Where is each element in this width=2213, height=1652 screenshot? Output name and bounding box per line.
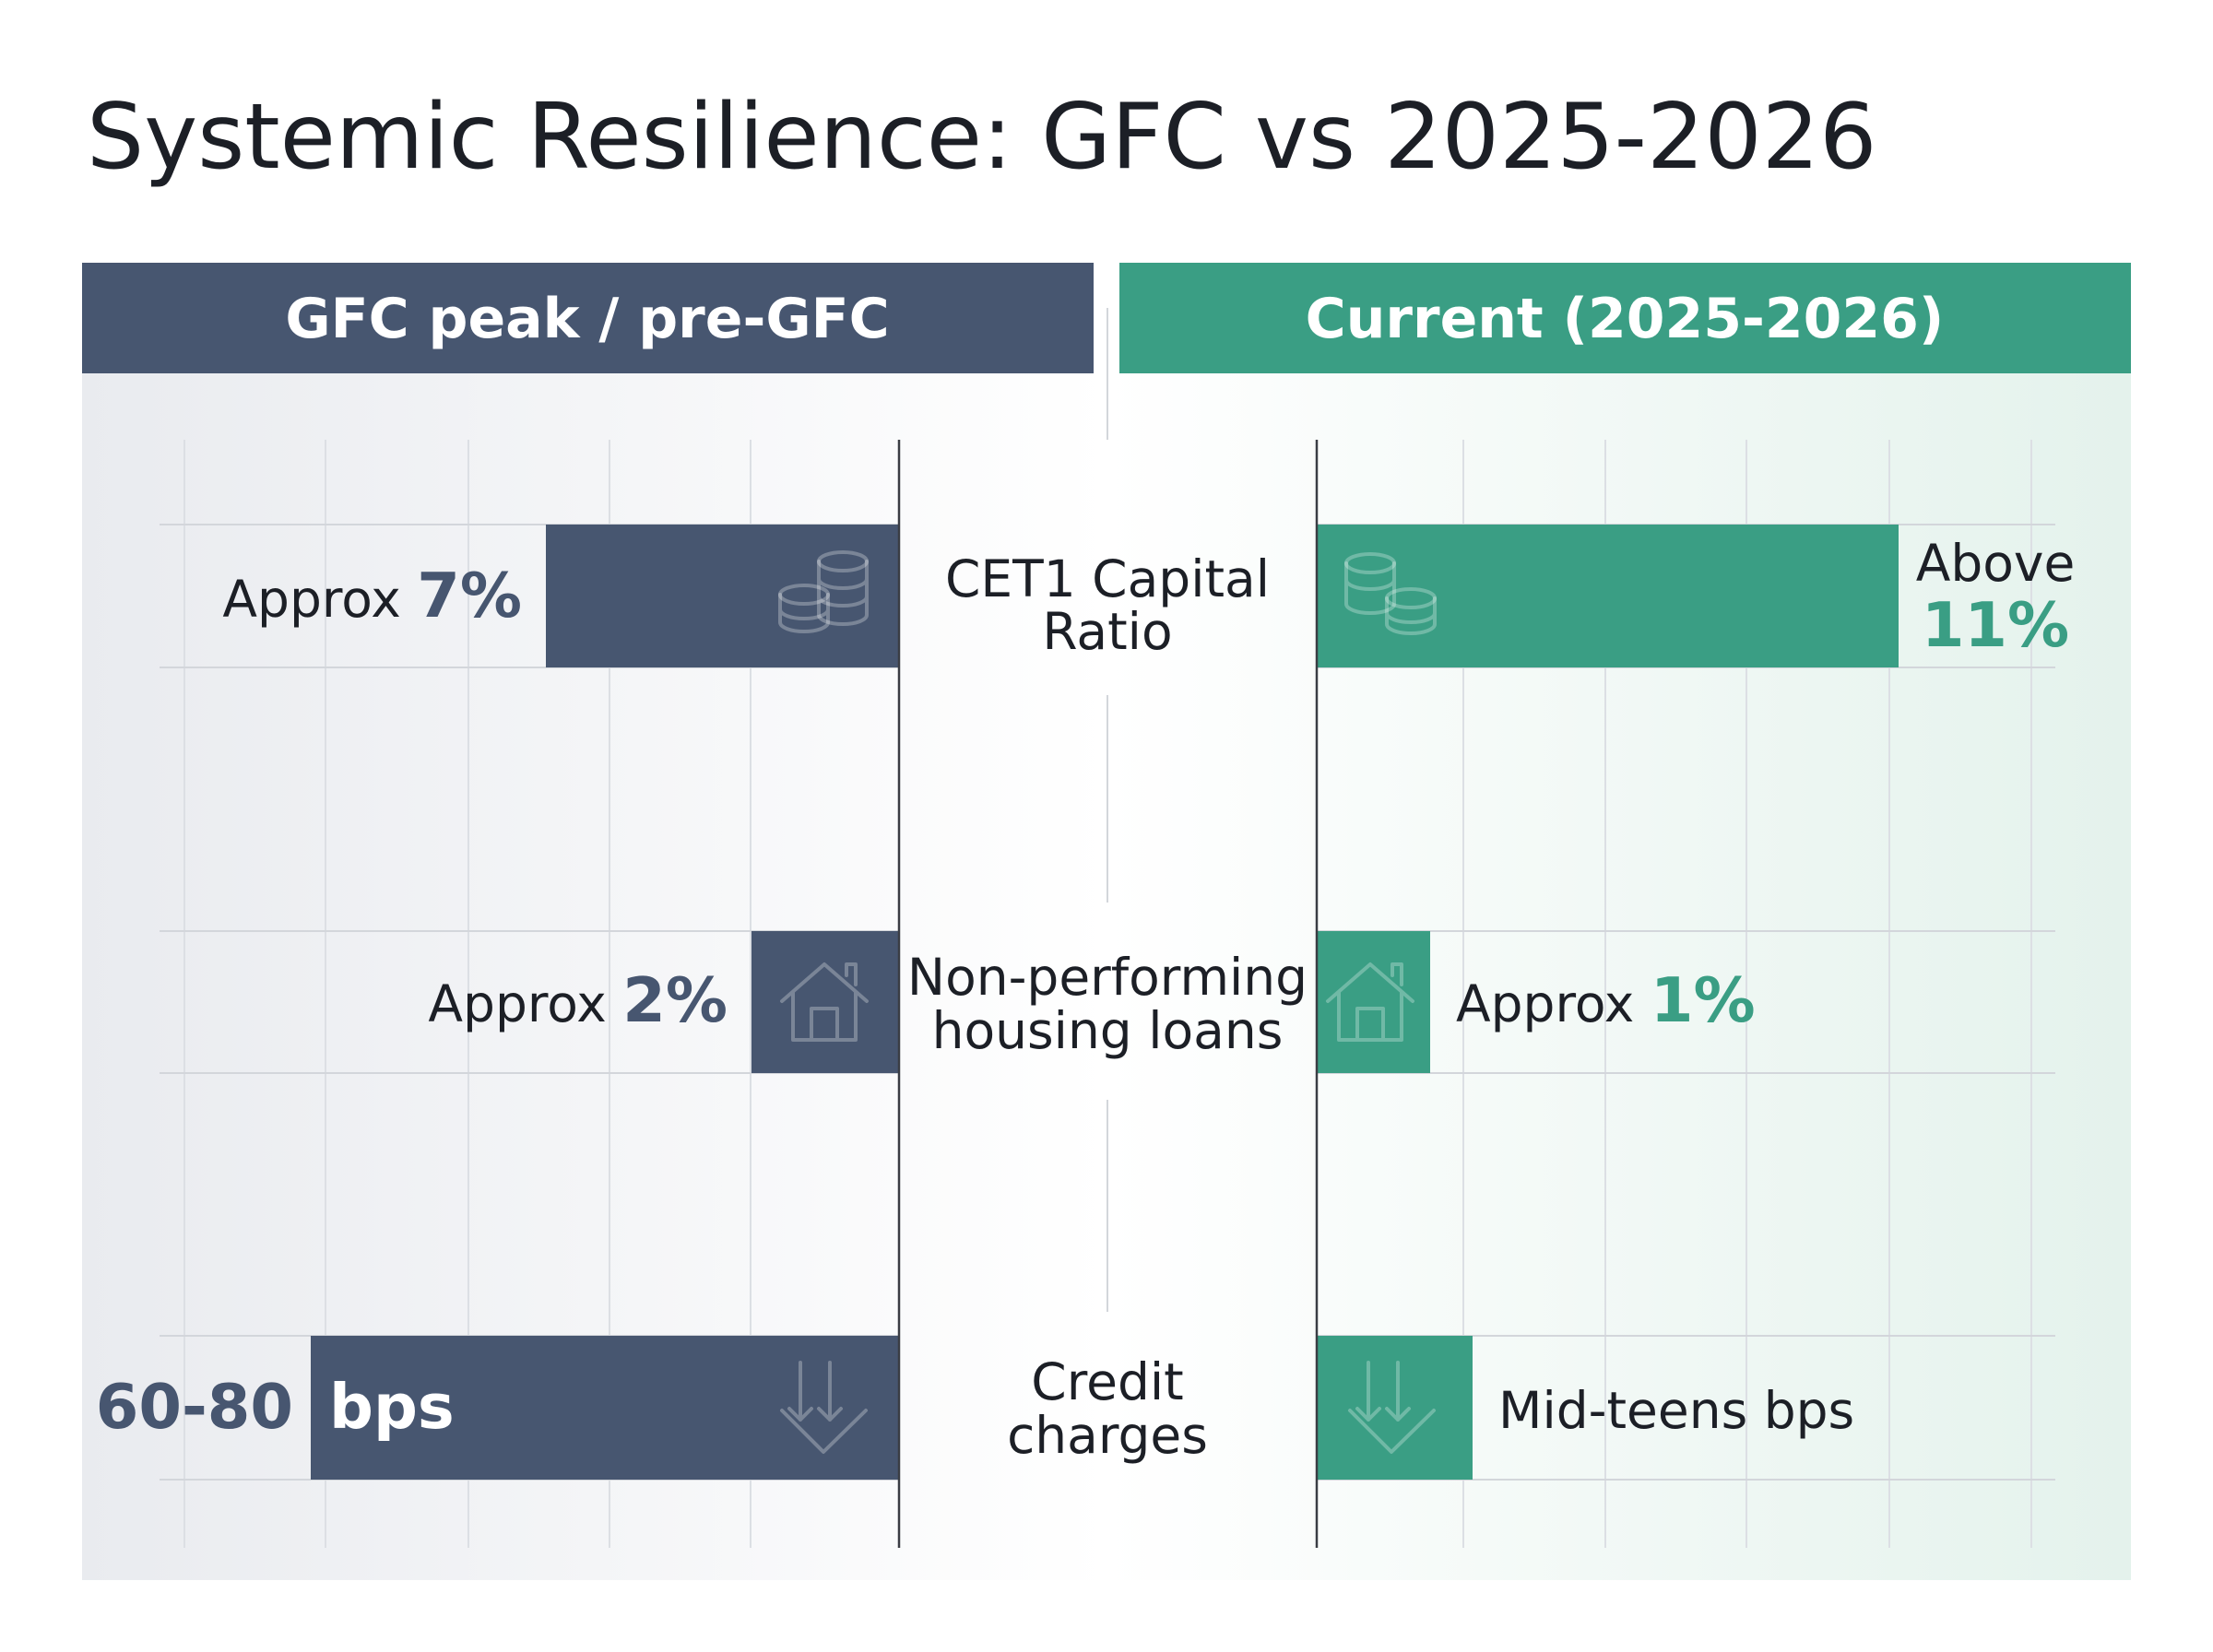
value-label: Approx 7% [222, 560, 522, 631]
arrow-icon [1348, 1361, 1436, 1454]
metric-label: Non-performing [907, 948, 1308, 1007]
value-number: 2% [622, 964, 728, 1036]
bar [751, 931, 899, 1073]
value-prefix: Above [1916, 534, 2076, 593]
metric-labels: CET1 Capital Ratio Non-performing housin… [907, 549, 1308, 1465]
coins-icon [778, 550, 869, 633]
metric-label: Ratio [1042, 602, 1172, 661]
right-header-text: Current (2025-2026) [1306, 287, 1945, 351]
bars [311, 525, 1899, 1480]
bar [1317, 525, 1899, 667]
bar [311, 1336, 899, 1480]
value-number: 1% [1651, 964, 1756, 1036]
left-header [82, 263, 1094, 373]
value-prefix: Approx [428, 974, 606, 1033]
value-prefix: Approx [222, 570, 400, 629]
left-header-text: GFC peak / pre-GFC [285, 287, 889, 351]
metric-label: housing loans [932, 1001, 1284, 1060]
value-suffix: bps [329, 1371, 455, 1443]
title: Systemic Resilience: GFC vs 2025-2026 [87, 85, 1876, 190]
value-number: 7% [417, 560, 522, 631]
value-label: Mid-teens bps [1498, 1381, 1854, 1440]
house-icon [780, 962, 869, 1042]
value-labels: Approx 7% Approx 2% 60-80 bps Above 11% … [96, 534, 2076, 1443]
value-prefix: Approx [1456, 974, 1634, 1033]
icons [778, 550, 1437, 1454]
value-label: Approx 1% [1456, 964, 1756, 1036]
value-label: Approx 2% [428, 964, 728, 1036]
metric-label: charges [1007, 1406, 1208, 1465]
value-number: 11% [1922, 589, 2069, 661]
house-icon [1326, 962, 1414, 1042]
bar [1317, 931, 1430, 1073]
metric-label: CET1 Capital [945, 549, 1270, 608]
right-header [1119, 263, 2131, 373]
arrow-icon [780, 1361, 868, 1454]
value-number: 60-80 [96, 1371, 293, 1443]
coins-icon [1344, 552, 1437, 635]
bar [1317, 1336, 1473, 1480]
bar [546, 525, 899, 667]
metric-label: Credit [1031, 1352, 1183, 1411]
